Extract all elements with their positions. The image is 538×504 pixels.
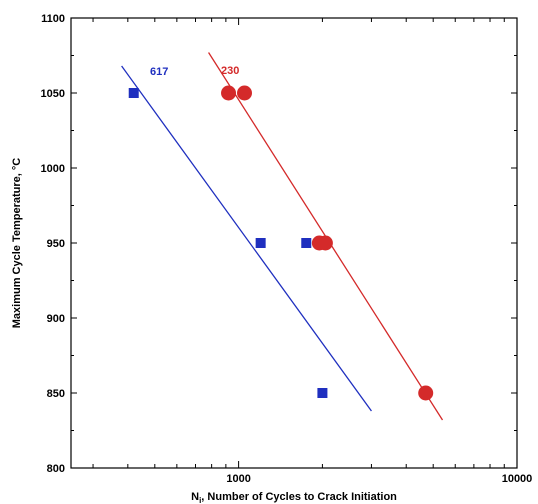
y-tick-label: 1100 [41,13,65,25]
series-label-617: 617 [150,66,168,78]
x-tick-label: 10000 [502,473,533,485]
y-tick-label: 850 [47,388,65,400]
y-tick-label: 900 [47,313,65,325]
point-230 [237,85,253,101]
data-points [128,85,434,401]
x-tick-label: 1000 [226,473,250,485]
point-230 [317,235,333,251]
point-617 [317,388,328,398]
x-axis-label: Ni, Number of Cycles to Crack Initiation [191,491,397,504]
series-labels: 617 230 [150,65,239,78]
point-230 [221,85,237,101]
y-tick-label: 950 [47,238,65,250]
y-tick-label: 1050 [41,88,65,100]
fit-lines [121,52,444,421]
series-label-230: 230 [221,65,239,77]
point-617 [128,88,139,98]
y-tick-label: 1000 [41,163,65,175]
y-tick-label: 800 [47,463,65,475]
point-617 [255,238,266,248]
axis-ticks: 800 850 900 950 1000 1050 1100 1000 10000 [41,13,533,485]
point-230 [418,385,434,401]
y-axis-label: Maximum Cycle Temperature, °C [11,158,23,329]
plot-frame [70,17,518,469]
fit-line-617 [121,65,372,412]
point-617 [301,238,312,248]
